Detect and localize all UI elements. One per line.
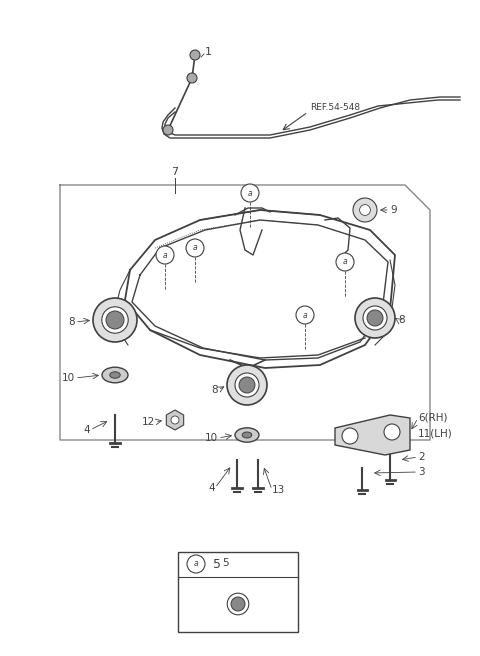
Circle shape bbox=[336, 253, 354, 271]
Text: 8: 8 bbox=[68, 317, 75, 327]
Circle shape bbox=[227, 365, 267, 405]
Ellipse shape bbox=[242, 432, 252, 438]
Circle shape bbox=[235, 373, 259, 397]
Text: 4: 4 bbox=[208, 483, 215, 493]
Polygon shape bbox=[167, 410, 184, 430]
Circle shape bbox=[353, 198, 377, 222]
Circle shape bbox=[342, 428, 358, 444]
Ellipse shape bbox=[110, 372, 120, 379]
Text: a: a bbox=[303, 310, 307, 319]
Text: 8: 8 bbox=[398, 315, 405, 325]
Text: 13: 13 bbox=[272, 485, 285, 495]
Text: a: a bbox=[248, 188, 252, 197]
Text: 3: 3 bbox=[418, 467, 425, 477]
Circle shape bbox=[163, 125, 173, 135]
Text: 11(LH): 11(LH) bbox=[418, 428, 453, 438]
Circle shape bbox=[187, 555, 205, 573]
Text: a: a bbox=[194, 560, 198, 569]
Circle shape bbox=[231, 597, 245, 611]
Text: a: a bbox=[343, 258, 348, 266]
Text: 7: 7 bbox=[171, 167, 179, 177]
Circle shape bbox=[220, 586, 256, 622]
Circle shape bbox=[93, 298, 137, 342]
Text: a: a bbox=[192, 243, 197, 253]
Circle shape bbox=[227, 593, 249, 615]
Circle shape bbox=[296, 306, 314, 324]
Circle shape bbox=[367, 310, 383, 326]
Text: 5: 5 bbox=[222, 558, 228, 568]
Circle shape bbox=[241, 184, 259, 202]
Circle shape bbox=[190, 50, 200, 60]
Circle shape bbox=[186, 239, 204, 257]
Text: a: a bbox=[163, 251, 168, 260]
Bar bbox=[178, 552, 298, 632]
Text: 4: 4 bbox=[84, 425, 90, 435]
Text: 6(RH): 6(RH) bbox=[418, 413, 447, 423]
Circle shape bbox=[156, 246, 174, 264]
Circle shape bbox=[187, 73, 197, 83]
Circle shape bbox=[363, 306, 387, 330]
Circle shape bbox=[360, 205, 371, 215]
Text: 1: 1 bbox=[205, 47, 212, 57]
Text: 10: 10 bbox=[62, 373, 75, 383]
Text: 10: 10 bbox=[205, 433, 218, 443]
Circle shape bbox=[384, 424, 400, 440]
Polygon shape bbox=[335, 415, 410, 455]
Ellipse shape bbox=[102, 367, 128, 383]
Text: 5: 5 bbox=[213, 558, 221, 571]
Text: 12: 12 bbox=[142, 417, 155, 427]
Circle shape bbox=[355, 298, 395, 338]
Text: 9: 9 bbox=[390, 205, 396, 215]
Text: 2: 2 bbox=[418, 452, 425, 462]
Text: REF.54-548: REF.54-548 bbox=[310, 104, 360, 112]
Circle shape bbox=[102, 307, 128, 333]
Circle shape bbox=[106, 311, 124, 329]
Circle shape bbox=[171, 416, 179, 424]
Circle shape bbox=[239, 377, 255, 393]
Ellipse shape bbox=[235, 428, 259, 442]
Text: 8: 8 bbox=[211, 385, 218, 395]
